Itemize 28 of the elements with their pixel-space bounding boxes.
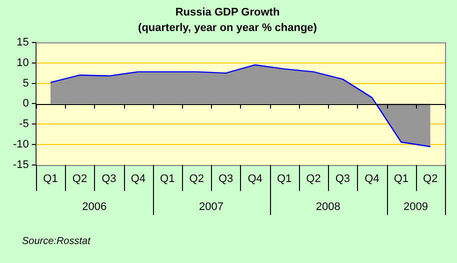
x-tick-label: Q1 [276, 173, 292, 186]
text: 2007 [198, 201, 224, 214]
y-tick-label: 5 [22, 77, 29, 90]
chart-subtitle: (quarterly, year on year % change) [138, 22, 318, 34]
x-tick-label: Q1 [160, 173, 175, 186]
x-tick-label: Q1 [394, 173, 409, 186]
x-tick-label: Q1 [43, 173, 58, 186]
x-tick-label: Q2 [72, 173, 88, 186]
x-tick-label: Q4 [130, 173, 146, 186]
x-tick-label: Q4 [248, 173, 262, 186]
source-note: Source:Rosstat [22, 236, 92, 247]
text: 2006 [82, 201, 107, 214]
x-tick-label: Q2 [423, 173, 438, 186]
x-tick-label: Q4 [364, 173, 380, 186]
y-tick-label: 0 [22, 98, 29, 110]
text: 2008 [316, 201, 340, 214]
x-tick-label: Q3 [102, 173, 116, 186]
y-tick-label: 10 [16, 56, 29, 69]
y-tick-label: 15 [16, 36, 29, 48]
x-tick-label: Q2 [189, 173, 204, 186]
y-tick-label: -5 [19, 118, 29, 130]
x-tick-label: Q3 [218, 173, 234, 186]
y-tick-label: -10 [12, 138, 29, 151]
text: 2009 [404, 201, 428, 214]
x-tick-label: Q2 [306, 173, 321, 186]
y-tick-label: -15 [12, 159, 29, 172]
x-tick-label: Q3 [335, 173, 350, 186]
chart-title: Russia GDP Growth [175, 6, 280, 19]
